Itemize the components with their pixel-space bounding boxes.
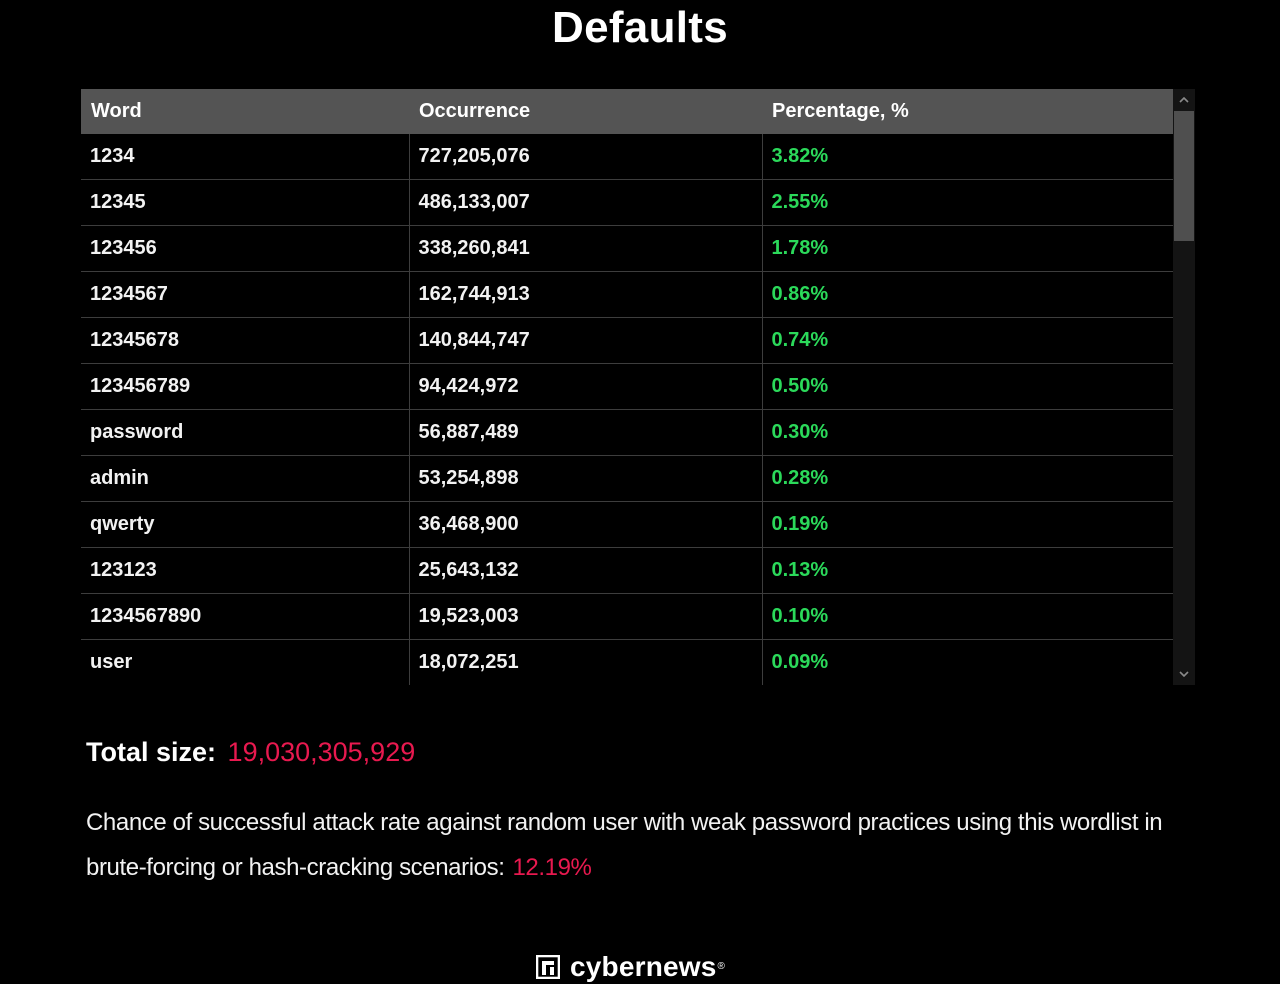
chevron-down-icon	[1179, 668, 1189, 680]
total-size-line: Total size: 19,030,305,929	[86, 734, 415, 770]
table-row: 1234567 162,744,913 0.86%	[81, 271, 1173, 318]
percentage-cell: 0.13%	[762, 547, 1173, 594]
table-scroll-area[interactable]: Word Occurrence Percentage, % 1234 727,20…	[81, 89, 1173, 685]
wordlist-table: Word Occurrence Percentage, % 1234 727,20…	[81, 89, 1173, 685]
table-row: 12345678 140,844,747 0.74%	[81, 317, 1173, 364]
attack-chance-description: Chance of successful attack rate against…	[86, 809, 1163, 881]
occurrence-cell: 140,844,747	[409, 317, 763, 364]
attack-chance-value: 12.19%	[512, 854, 592, 881]
word-cell: 123123	[81, 547, 410, 594]
percentage-cell: 1.78%	[762, 225, 1173, 272]
occurrence-cell: 53,254,898	[409, 455, 763, 502]
column-header-percentage[interactable]: Percentage, %	[762, 89, 1173, 134]
word-cell: 12345	[81, 179, 410, 226]
occurrence-cell: 36,468,900	[409, 501, 763, 548]
table-row: password 56,887,489 0.30%	[81, 409, 1173, 456]
percentage-cell: 0.19%	[762, 501, 1173, 548]
word-cell: user	[81, 639, 410, 685]
table-row: 123456789 94,424,972 0.50%	[81, 363, 1173, 410]
percentage-cell: 0.10%	[762, 593, 1173, 640]
column-header-occurrence[interactable]: Occurrence	[409, 89, 762, 134]
scroll-up-button[interactable]	[1173, 89, 1195, 111]
occurrence-cell: 162,744,913	[409, 271, 763, 318]
percentage-cell: 0.74%	[762, 317, 1173, 364]
percentage-cell: 0.09%	[762, 639, 1173, 685]
table-row: 1234567890 19,523,003 0.10%	[81, 593, 1173, 640]
percentage-cell: 0.86%	[762, 271, 1173, 318]
word-cell: 1234	[81, 134, 410, 180]
column-header-word[interactable]: Word	[81, 89, 409, 134]
chevron-up-icon	[1179, 94, 1189, 106]
attack-chance-text: Chance of successful attack rate against…	[86, 800, 1196, 890]
occurrence-cell: 727,205,076	[409, 134, 763, 180]
word-cell: qwerty	[81, 501, 410, 548]
table-row: 123123 25,643,132 0.13%	[81, 547, 1173, 594]
occurrence-cell: 486,133,007	[409, 179, 763, 226]
registered-mark: ®	[717, 961, 725, 972]
table-row: 123456 338,260,841 1.78%	[81, 225, 1173, 272]
scrollbar-thumb[interactable]	[1174, 111, 1194, 241]
percentage-cell: 0.30%	[762, 409, 1173, 456]
percentage-cell: 2.55%	[762, 179, 1173, 226]
word-cell: admin	[81, 455, 410, 502]
wordlist-table-container[interactable]: Word Occurrence Percentage, % 1234 727,20…	[81, 89, 1195, 685]
brand-name: cybernews	[570, 950, 717, 982]
table-row: qwerty 36,468,900 0.19%	[81, 501, 1173, 548]
table-header-row: Word Occurrence Percentage, %	[81, 89, 1173, 134]
percentage-cell: 0.28%	[762, 455, 1173, 502]
percentage-cell: 0.50%	[762, 363, 1173, 410]
word-cell: 1234567	[81, 271, 410, 318]
cybernews-logo[interactable]: cybernews ®	[535, 950, 725, 983]
scroll-down-button[interactable]	[1173, 663, 1195, 685]
occurrence-cell: 25,643,132	[409, 547, 763, 594]
table-row: 12345 486,133,007 2.55%	[81, 179, 1173, 226]
word-cell: password	[81, 409, 410, 456]
vertical-scrollbar[interactable]	[1173, 89, 1195, 685]
occurrence-cell: 19,523,003	[409, 593, 763, 640]
total-size-label: Total size:	[86, 737, 217, 767]
table-body: 1234 727,205,076 3.82% 12345 486,133,007 2.55…	[81, 134, 1173, 685]
occurrence-cell: 18,072,251	[409, 639, 763, 685]
word-cell: 1234567890	[81, 593, 410, 640]
word-cell: 12345678	[81, 317, 410, 364]
table-row: user 18,072,251 0.09%	[81, 639, 1173, 685]
table-row: admin 53,254,898 0.28%	[81, 455, 1173, 502]
word-cell: 123456789	[81, 363, 410, 410]
occurrence-cell: 94,424,972	[409, 363, 763, 410]
occurrence-cell: 338,260,841	[409, 225, 763, 272]
table-row: 1234 727,205,076 3.82%	[81, 134, 1173, 180]
page-title: Defaults	[552, 3, 728, 52]
cybernews-logo-icon	[535, 954, 561, 979]
percentage-cell: 3.82%	[762, 134, 1173, 180]
word-cell: 123456	[81, 225, 410, 272]
total-size-value: 19,030,305,929	[227, 737, 416, 767]
occurrence-cell: 56,887,489	[409, 409, 763, 456]
